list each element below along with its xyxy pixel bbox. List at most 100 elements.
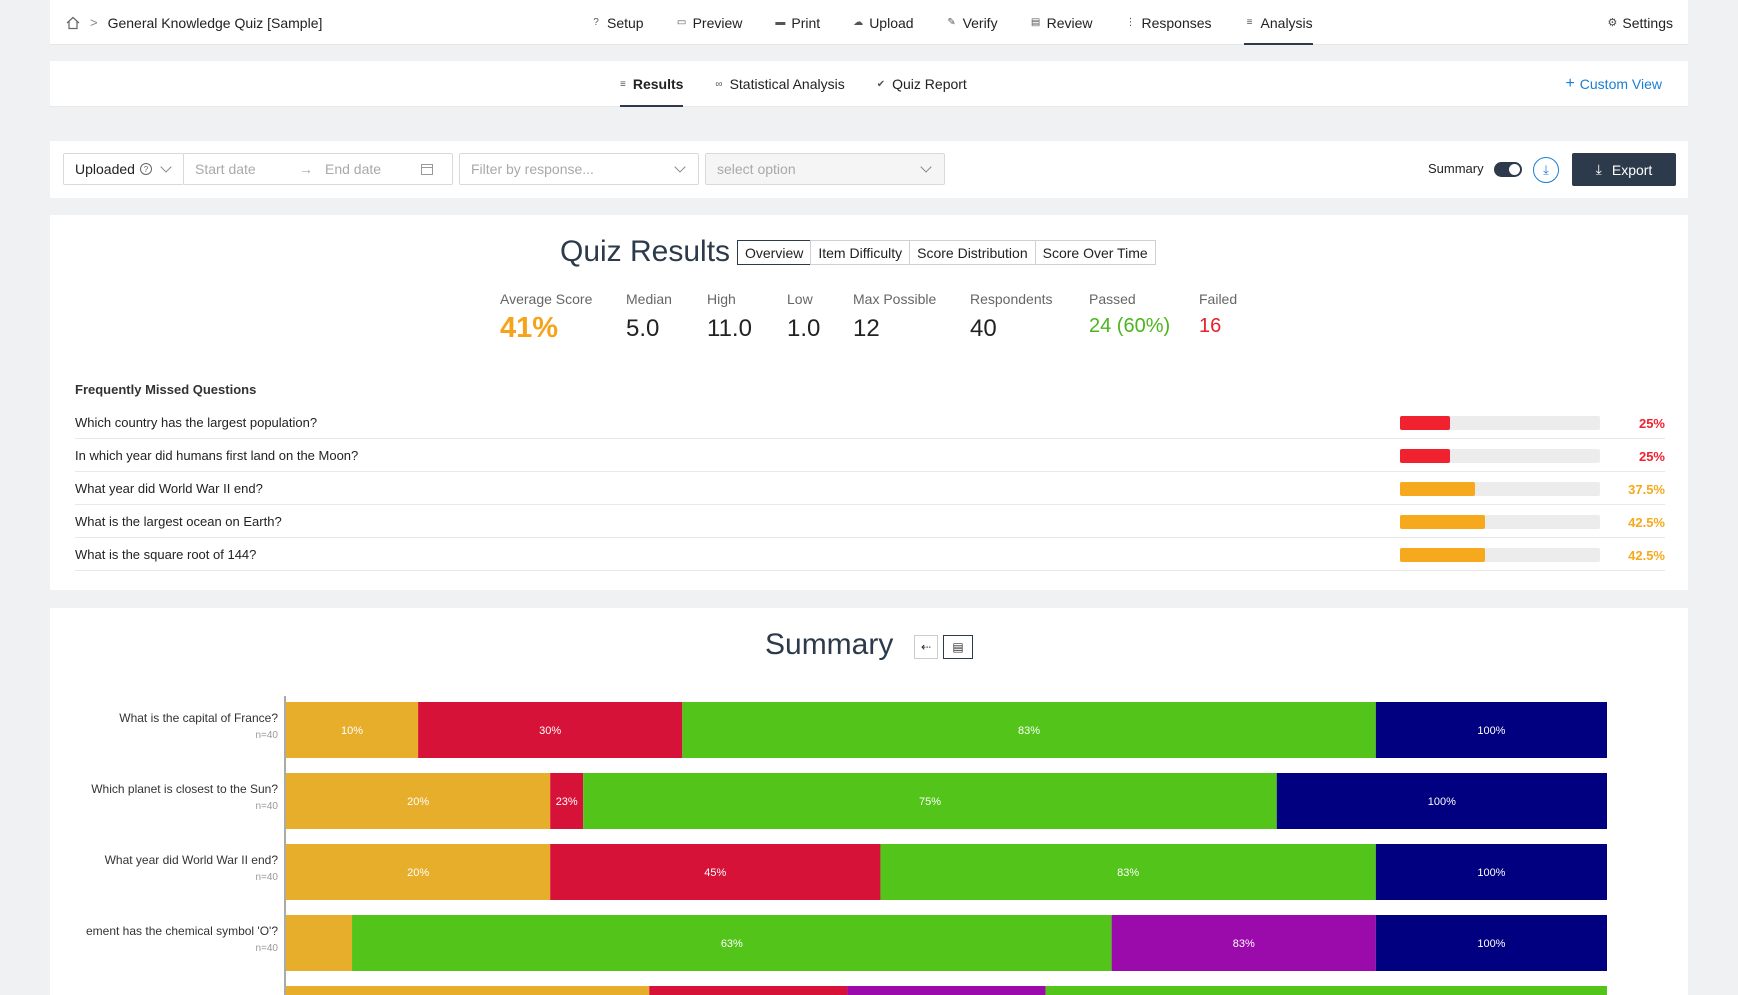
stat-label: High xyxy=(707,291,736,307)
chart-category-count: n=40 xyxy=(255,872,278,883)
chart-bar-segment[interactable] xyxy=(286,773,551,829)
chart-bar-segment[interactable] xyxy=(1375,915,1607,971)
chart-category-count: n=40 xyxy=(255,730,278,741)
chart-bar-segment[interactable] xyxy=(286,844,551,900)
tab-setup[interactable]: ? Setup xyxy=(590,0,643,45)
start-date-input[interactable]: Start date xyxy=(195,161,256,177)
arrow-right-icon: → xyxy=(299,161,313,177)
summary-title: Summary xyxy=(765,628,894,661)
breadcrumb-quiz-title[interactable]: General Knowledge Quiz [Sample] xyxy=(107,14,323,31)
top-navigation: > General Knowledge Quiz [Sample] ? Setup… xyxy=(50,0,1688,45)
view-tab-overview[interactable]: Overview xyxy=(737,240,812,265)
chart-bar-segment[interactable] xyxy=(550,844,881,900)
tab-label: Review xyxy=(1046,14,1093,31)
export-label: Export xyxy=(1611,161,1653,178)
summary-card: Summary ⇠ ▤ 10% 30% 83% 100% What is the cap… xyxy=(50,608,1688,995)
chart-bar-segment[interactable] xyxy=(880,844,1376,900)
download-icon[interactable]: ⤓ xyxy=(1533,157,1559,183)
tab-review[interactable]: ▤ Review xyxy=(1030,0,1093,45)
preview-icon: ▭ xyxy=(676,17,687,28)
summary-stacked-bar-chart: 10% 30% 83% 100% What is the capital of Fran… xyxy=(86,696,1607,995)
tab-verify[interactable]: ✎ Verify xyxy=(946,0,997,45)
tab-label: Preview xyxy=(692,14,743,31)
chart-bar-segment[interactable] xyxy=(352,915,1112,971)
tab-responses[interactable]: ⋮ Responses xyxy=(1124,0,1211,45)
end-date-input[interactable]: End date xyxy=(325,161,382,177)
tab-preview[interactable]: ▭ Preview xyxy=(676,0,743,45)
chart-bar-segment[interactable] xyxy=(286,702,419,758)
custom-view-button[interactable]: + Custom View xyxy=(1565,61,1662,107)
missed-question-row[interactable]: In which year did humans first land on t… xyxy=(75,439,1665,472)
source-select[interactable]: Uploaded ? xyxy=(63,153,184,185)
stat-label: Average Score xyxy=(500,291,593,307)
results-view-tabs: Overview Item Difficulty Score Distribut… xyxy=(737,240,1156,265)
stat-high: High 11.0 xyxy=(707,291,752,343)
analysis-tabs: ≡ Results ∞ Statistical Analysis ✔ Quiz Rep… xyxy=(620,61,999,107)
missed-rate-label: 37.5% xyxy=(1628,482,1665,497)
tab-upload[interactable]: ☁ Upload xyxy=(852,0,913,45)
upload-cloud-icon: ☁ xyxy=(853,17,864,28)
tab-quiz-report[interactable]: ✔ Quiz Report xyxy=(877,61,967,107)
stat-respondents: Respondents 40 xyxy=(970,291,1053,343)
missed-question-text: What year did World War II end? xyxy=(75,481,263,496)
missed-rate-bar xyxy=(1400,449,1600,463)
missed-question-text: Which country has the largest population… xyxy=(75,415,318,430)
view-tab-item-difficulty[interactable]: Item Difficulty xyxy=(810,240,911,265)
date-range-picker[interactable]: Start date → End date xyxy=(183,153,453,185)
chart-bar-segment[interactable] xyxy=(847,986,1046,995)
chart-data-label: 100% xyxy=(1477,867,1505,879)
chart-bar-segment[interactable] xyxy=(1276,773,1607,829)
chart-data-label: 100% xyxy=(1477,938,1505,950)
missed-question-text: What is the largest ocean on Earth? xyxy=(75,514,282,529)
tab-label: Responses xyxy=(1141,14,1212,31)
stat-value: 41% xyxy=(500,312,559,344)
chart-bar-segment[interactable] xyxy=(286,915,353,971)
response-filter-select[interactable]: Filter by response... xyxy=(459,153,699,185)
chart-data-label: 45% xyxy=(704,867,726,879)
help-circle-icon[interactable]: ? xyxy=(139,162,153,176)
chart-bar-segment[interactable] xyxy=(583,773,1277,829)
chart-data-label: 83% xyxy=(1117,867,1139,879)
stat-value: 11.0 xyxy=(707,315,752,342)
chart-bar-segment[interactable] xyxy=(1375,702,1607,758)
missed-question-row[interactable]: What is the square root of 144? 42.5% xyxy=(75,538,1665,571)
main-tabs: ? Setup ▭ Preview ▬ Print ☁ Upload ✎ Verify ▤… xyxy=(590,0,1345,45)
tab-statistical-analysis[interactable]: ∞ Statistical Analysis xyxy=(715,61,844,107)
response-filter-placeholder: Filter by response... xyxy=(471,161,594,177)
chart-bar-segment[interactable] xyxy=(1375,844,1607,900)
settings-label: Settings xyxy=(1622,14,1673,31)
summary-toggle-label: Summary xyxy=(1428,161,1484,176)
view-tab-score-distribution[interactable]: Score Distribution xyxy=(909,240,1036,265)
chart-bar-segment[interactable] xyxy=(649,986,848,995)
chart-category-label: Which planet is closest to the Sun? xyxy=(91,782,278,796)
stat-label: Failed xyxy=(1199,291,1238,307)
chart-bar-segment[interactable] xyxy=(286,986,650,995)
chart-bar-segment[interactable] xyxy=(1045,986,1607,995)
bar-chart-icon[interactable]: ▤ xyxy=(943,635,973,659)
home-icon[interactable] xyxy=(66,16,80,30)
chart-data-label: 20% xyxy=(407,867,429,879)
chart-bar-segment[interactable] xyxy=(550,773,584,829)
tab-analysis[interactable]: ≡ Analysis xyxy=(1243,0,1313,45)
stat-low: Low 1.0 xyxy=(787,291,820,343)
missed-question-row[interactable]: What year did World War II end? 37.5% xyxy=(75,472,1665,505)
stat-passed: Passed 24 (60%) xyxy=(1089,291,1170,338)
export-button[interactable]: ⤓ Export xyxy=(1572,153,1676,186)
tab-print[interactable]: ▬ Print xyxy=(774,0,820,45)
summary-toggle[interactable] xyxy=(1494,162,1522,177)
chart-bar-segment[interactable] xyxy=(1111,915,1376,971)
tab-results[interactable]: ≡ Results xyxy=(620,61,684,107)
back-arrow-icon[interactable]: ⇠ xyxy=(914,635,938,659)
printer-icon: ▬ xyxy=(775,17,786,28)
chart-bar-segment[interactable] xyxy=(682,702,1376,758)
stat-label: Low xyxy=(787,291,813,307)
stat-value: 12 xyxy=(853,315,880,342)
option-select[interactable]: select option xyxy=(705,153,945,185)
settings-link[interactable]: ⚙ Settings xyxy=(1608,0,1673,45)
chart-data-label: 100% xyxy=(1428,796,1456,808)
missed-question-row[interactable]: Which country has the largest population… xyxy=(75,406,1665,439)
view-tab-score-over-time[interactable]: Score Over Time xyxy=(1034,240,1156,265)
chart-bar-segment[interactable] xyxy=(418,702,683,758)
missed-question-row[interactable]: What is the largest ocean on Earth? 42.5… xyxy=(75,505,1665,538)
stat-value: 40 xyxy=(970,315,997,342)
